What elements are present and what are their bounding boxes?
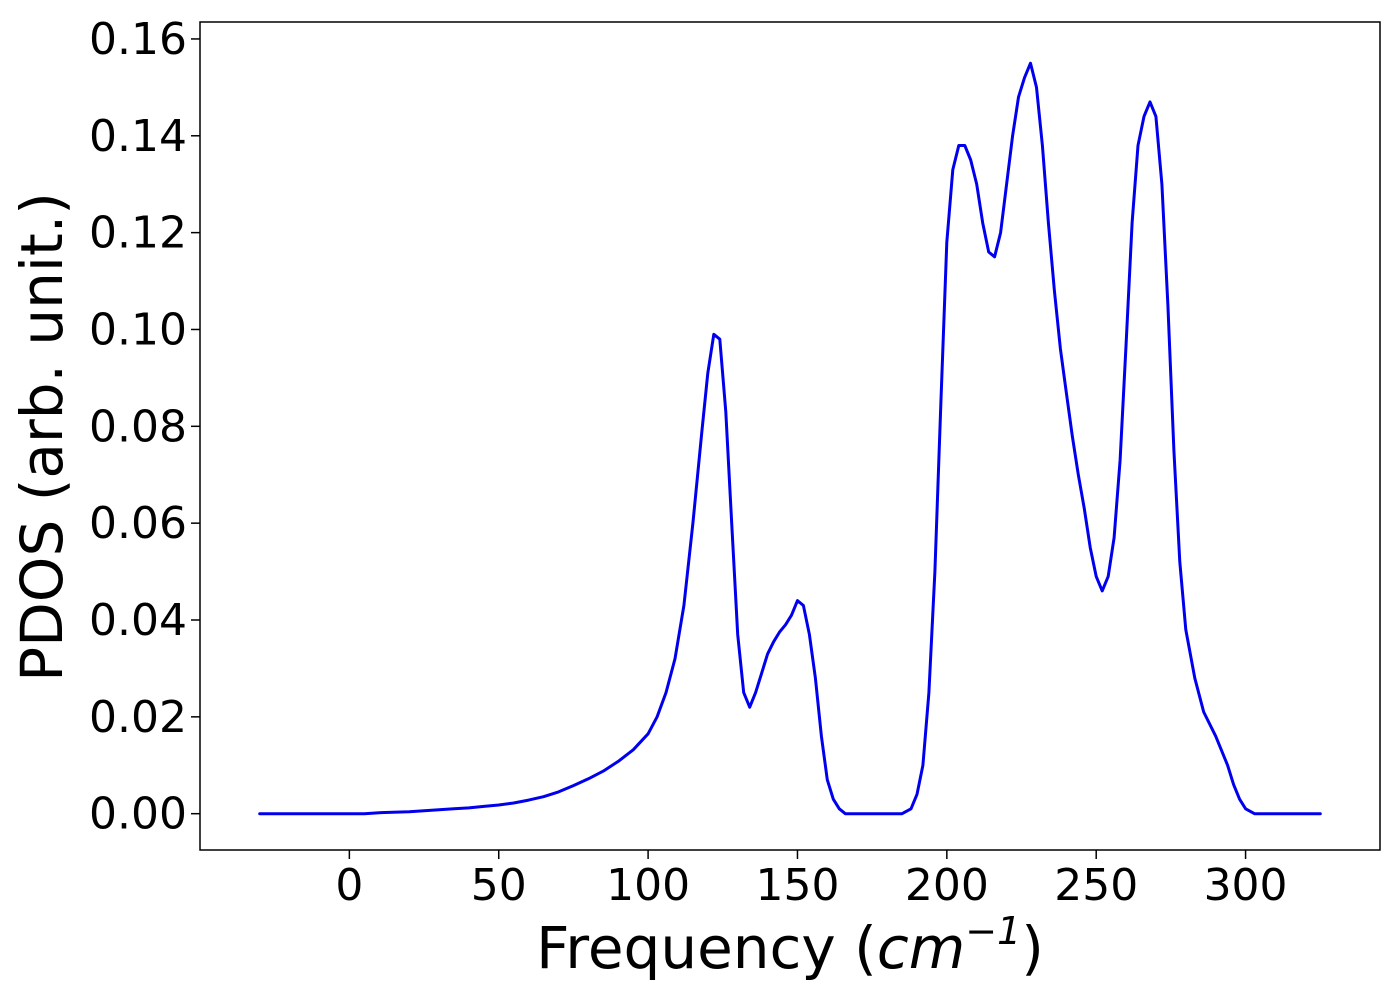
y-tick-label: 0.02 bbox=[89, 692, 187, 743]
x-tick-label: 100 bbox=[606, 860, 690, 911]
x-tick-label: 150 bbox=[755, 860, 839, 911]
x-tick-label: 300 bbox=[1204, 860, 1288, 911]
x-tick-label: 250 bbox=[1054, 860, 1138, 911]
x-tick-label: 50 bbox=[471, 860, 527, 911]
pdos-series-line bbox=[258, 61, 1322, 816]
y-tick-label: 0.12 bbox=[89, 208, 187, 259]
x-tick-label: 200 bbox=[905, 860, 989, 911]
y-tick-label: 0.10 bbox=[89, 304, 187, 355]
y-axis-label: PDOS (arb. unit.) bbox=[8, 192, 76, 682]
y-axis-ticks: 0.00 0.02 0.04 0.06 0.08 0.10 0.12 0.14 0.16 bbox=[89, 14, 200, 840]
y-tick-label: 0.08 bbox=[89, 401, 187, 452]
y-tick-label: 0.04 bbox=[89, 595, 187, 646]
y-tick-label: 0.16 bbox=[89, 14, 187, 65]
y-tick-label: 0.00 bbox=[89, 789, 187, 840]
y-tick-label: 0.14 bbox=[89, 111, 187, 162]
x-tick-label: 0 bbox=[335, 860, 363, 911]
x-axis-ticks: 0 50 100 150 200 250 300 bbox=[335, 850, 1288, 911]
x-axis-label: Frequency (cm−1) bbox=[536, 909, 1044, 982]
y-tick-label: 0.06 bbox=[89, 498, 187, 549]
plot-frame bbox=[199, 21, 1381, 851]
